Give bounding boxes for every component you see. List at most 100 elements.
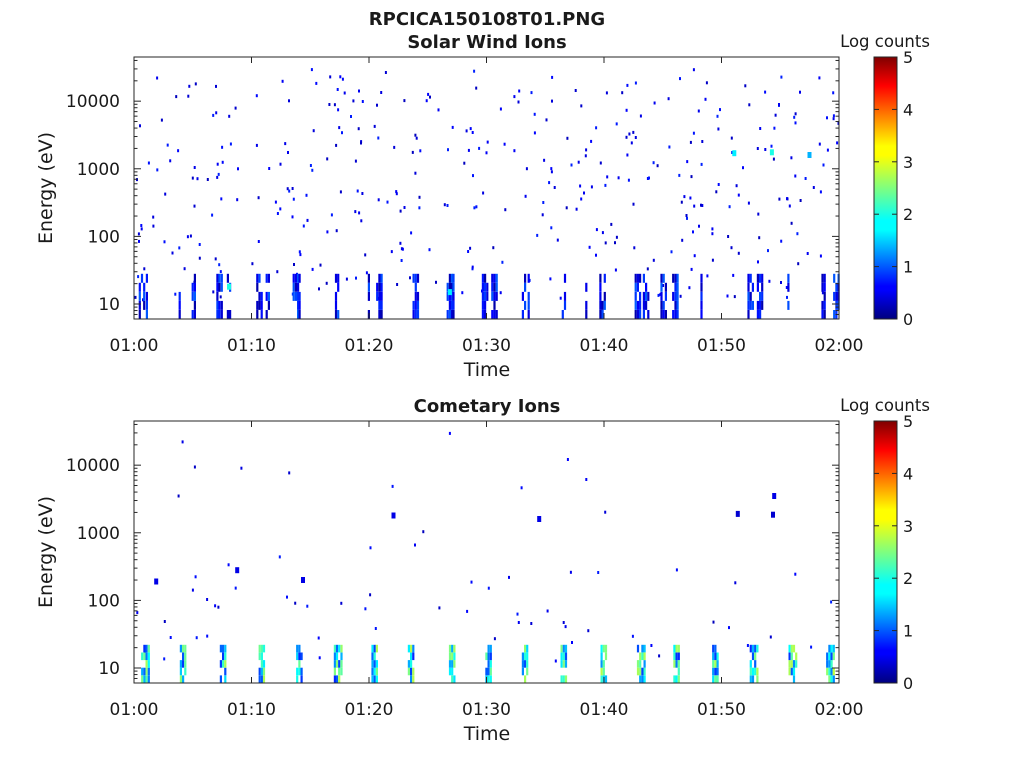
scatter-pixel — [570, 163, 573, 167]
band-cell — [747, 273, 750, 283]
band-cell — [216, 291, 219, 301]
scatter-pixel — [377, 136, 380, 140]
scatter-pixel — [634, 81, 637, 85]
band-cell — [714, 652, 717, 661]
scatter-pixel — [566, 458, 569, 461]
band-cell — [373, 675, 376, 683]
band-cell — [823, 273, 826, 283]
band-cell — [759, 273, 762, 283]
band-cell — [145, 310, 148, 319]
band-cell — [660, 273, 663, 283]
scatter-pixel — [156, 76, 159, 80]
scatter-pixel — [513, 95, 516, 99]
band-cell — [832, 675, 835, 683]
scatter-pixel — [639, 114, 642, 118]
scatter-pixel — [306, 218, 309, 222]
colorbar-tick-label: 3 — [903, 517, 913, 536]
band-cell — [493, 282, 496, 292]
highlight-point — [235, 567, 240, 574]
band-cell — [751, 667, 755, 676]
scatter-pixel — [221, 160, 224, 164]
band-cell — [335, 675, 339, 683]
scatter-pixel — [605, 91, 608, 95]
scatter-pixel — [565, 206, 568, 210]
band-cell — [524, 660, 527, 668]
band-cell — [371, 660, 374, 668]
band-cell — [833, 310, 836, 319]
band-cell — [141, 667, 144, 676]
band-cell — [792, 667, 796, 676]
scatter-pixel — [769, 635, 772, 639]
scatter-pixel — [186, 235, 189, 239]
band-cell — [642, 300, 645, 310]
band-cell — [521, 310, 524, 319]
band-cell — [298, 660, 301, 668]
scatter-pixel — [446, 204, 449, 207]
band-cell — [300, 667, 303, 676]
scatter-pixel — [797, 262, 800, 266]
band-cell — [489, 667, 492, 676]
band-cell — [636, 310, 639, 319]
band-cell — [495, 273, 498, 283]
scatter-pixel — [599, 161, 602, 165]
band-cell — [340, 667, 343, 676]
band-cell — [828, 652, 831, 661]
scatter-pixel — [217, 605, 220, 609]
x-tick-label: 01:10 — [227, 336, 276, 356]
colorbar-tick-label: 1 — [903, 622, 913, 641]
scatter-pixel — [443, 203, 446, 207]
band-cell — [179, 675, 182, 683]
scatter-pixel — [214, 257, 217, 261]
band-cell — [662, 310, 665, 319]
band-cell — [641, 652, 644, 661]
band-cell — [448, 273, 451, 283]
scatter-pixel — [559, 296, 562, 300]
highlight-point — [769, 149, 774, 156]
band-cell — [338, 675, 341, 683]
band-cell — [761, 300, 764, 310]
band-cell — [262, 644, 266, 653]
scatter-pixel — [391, 484, 394, 488]
band-cell — [145, 291, 148, 301]
scatter-pixel — [435, 280, 437, 284]
scatter-pixel — [579, 184, 582, 188]
band-cell — [527, 291, 530, 301]
scatter-pixel — [257, 196, 260, 200]
scatter-pixel — [812, 186, 815, 189]
band-cell — [145, 652, 148, 661]
scatter-pixel — [475, 86, 478, 90]
scatter-pixel — [504, 208, 507, 212]
band-cell — [296, 644, 299, 653]
band-cell — [260, 652, 263, 661]
band-cell — [481, 291, 484, 301]
scatter-pixel — [390, 250, 393, 254]
band-cell — [749, 273, 752, 283]
scatter-pixel — [744, 84, 747, 88]
scatter-pixel — [517, 100, 520, 104]
band-cell — [262, 675, 266, 683]
band-cell — [714, 667, 717, 676]
band-cell — [524, 652, 527, 661]
band-cell — [521, 652, 524, 661]
band-cell — [761, 282, 764, 292]
scatter-pixel — [325, 281, 328, 285]
scatter-pixel — [742, 166, 744, 170]
band-cell — [491, 282, 494, 292]
band-cell — [333, 652, 336, 661]
scatter-pixel — [229, 142, 232, 146]
colorbar-tick-label: 2 — [903, 205, 913, 224]
band-cell — [224, 652, 227, 661]
scatter-pixel — [309, 164, 312, 167]
panel-2-y-axis-label: Energy (eV) — [35, 496, 57, 608]
band-cell — [491, 310, 494, 319]
band-cell — [333, 675, 336, 683]
band-cell — [143, 675, 146, 683]
scatter-pixel — [206, 634, 209, 638]
scatter-pixel — [658, 654, 661, 658]
scatter-pixel — [279, 207, 282, 211]
highlight-point — [772, 493, 777, 499]
scatter-pixel — [140, 227, 143, 231]
scatter-pixel — [335, 143, 338, 147]
scatter-pixel — [343, 91, 346, 95]
scatter-pixel — [191, 176, 194, 180]
